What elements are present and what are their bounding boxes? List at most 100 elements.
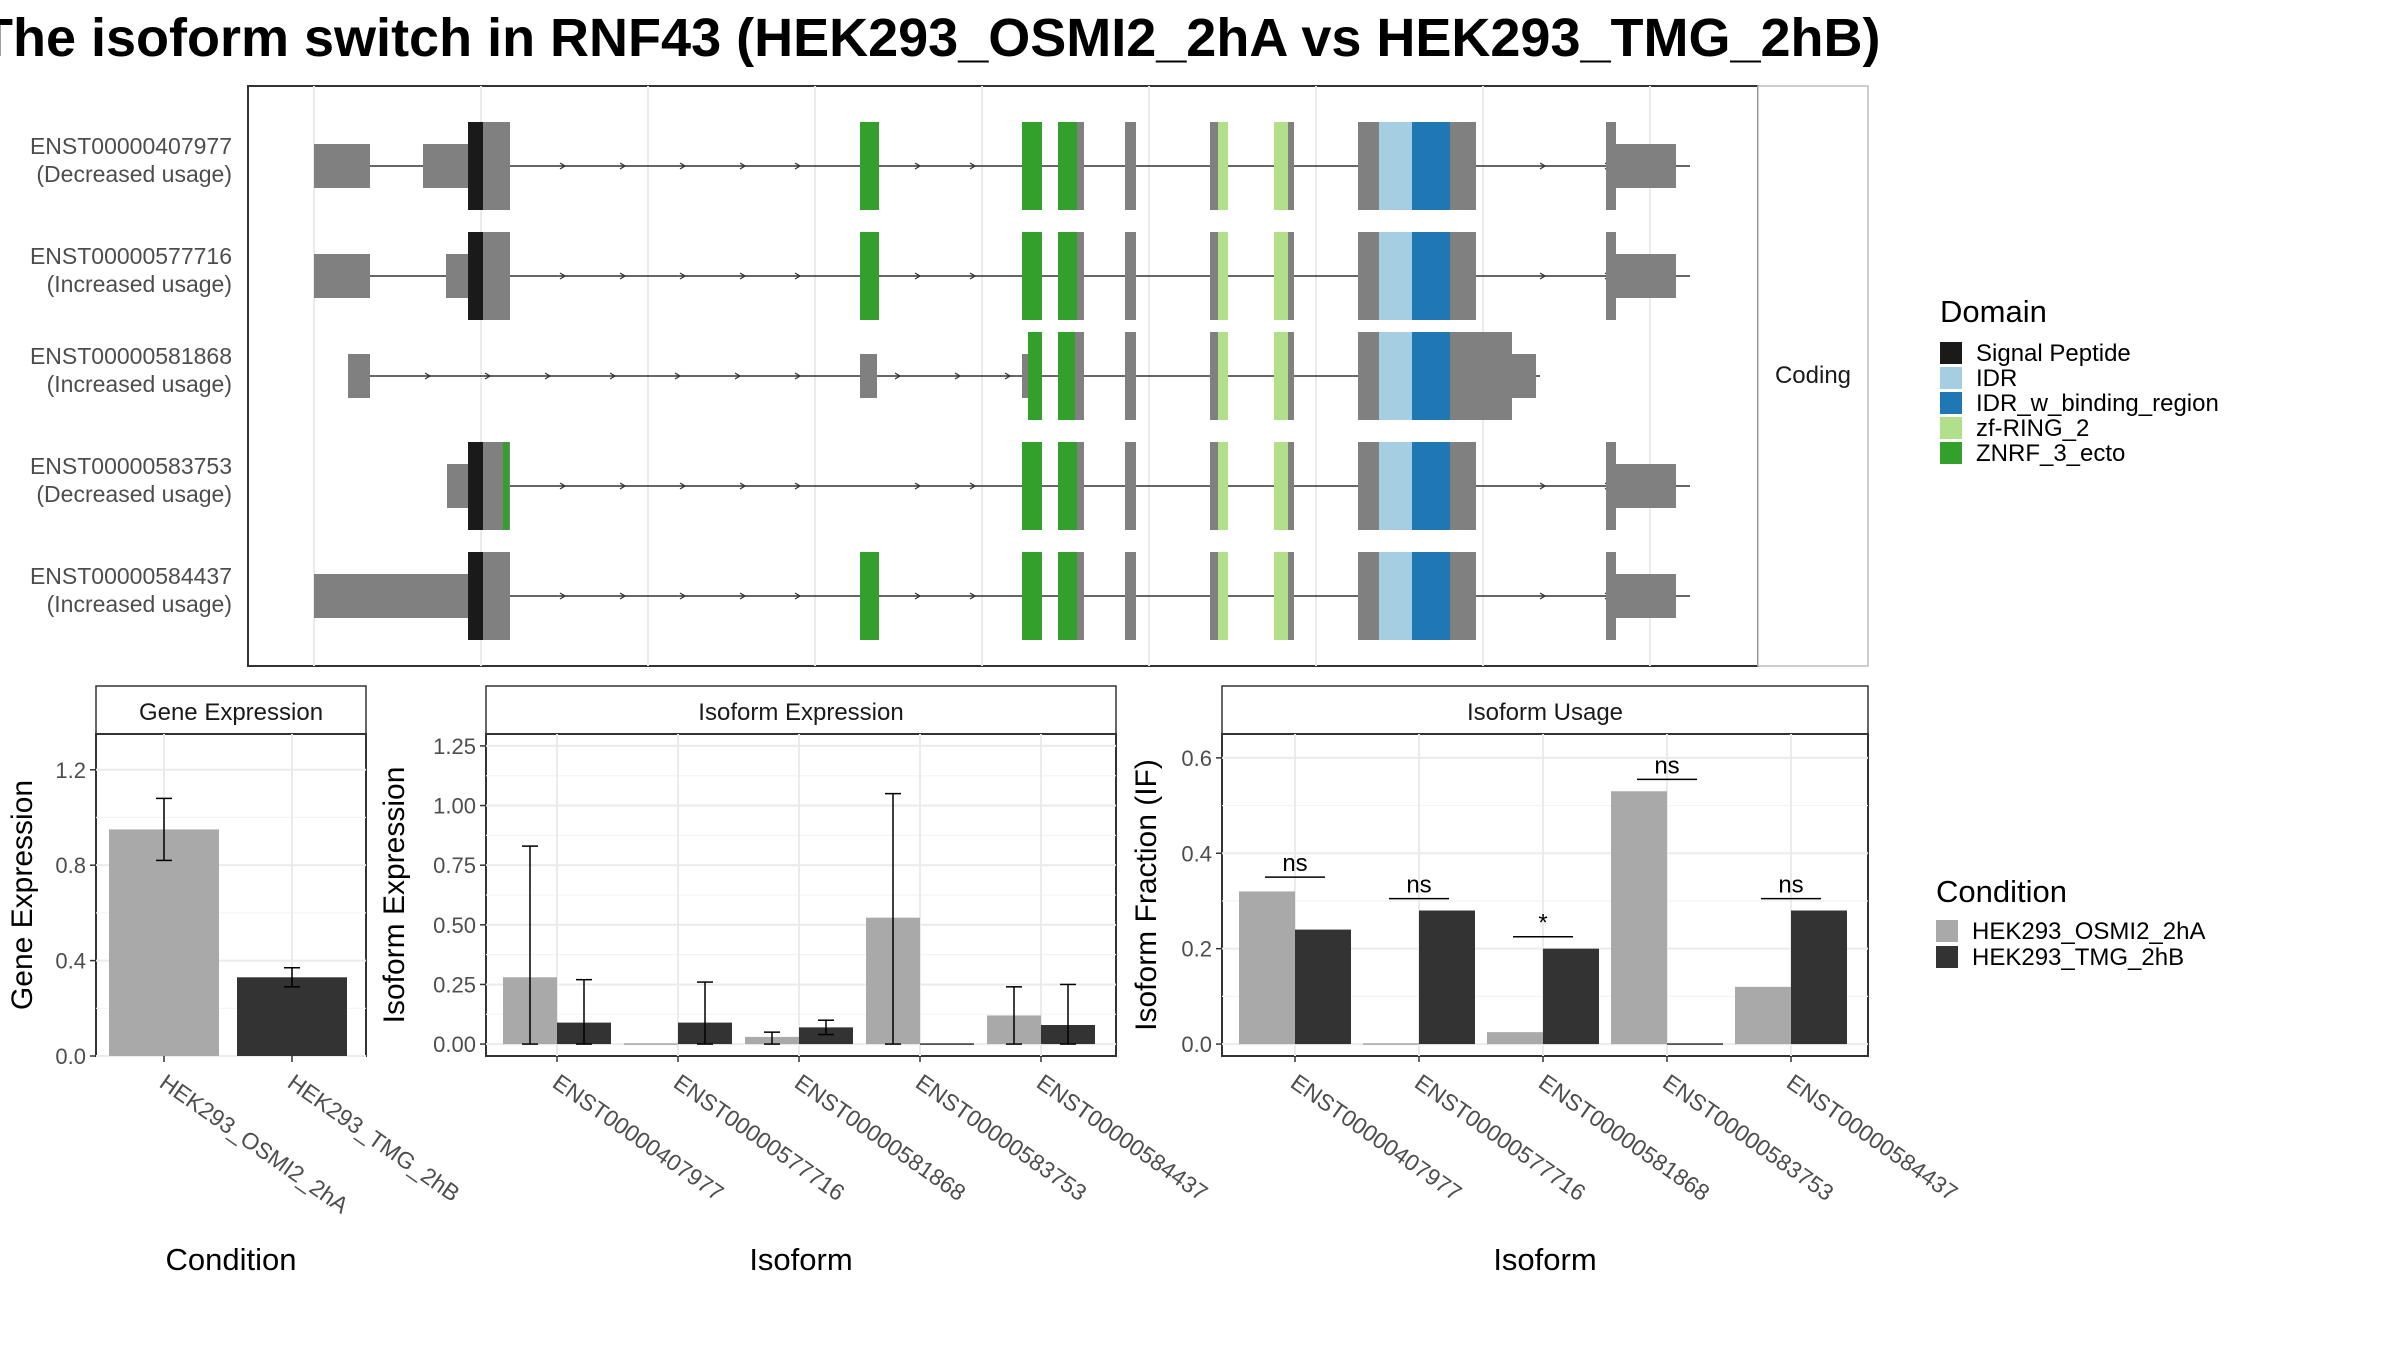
intron-direction-arrow: [954, 372, 962, 380]
intron-direction-arrow: [794, 272, 802, 280]
coding-exon: [1077, 442, 1084, 530]
intron-direction-arrow: [679, 482, 687, 490]
idr-binding-domain: [1412, 332, 1450, 420]
condition-legend-title: Condition: [1936, 874, 2067, 909]
znrf3-ecto-domain: [1028, 332, 1042, 420]
intron-direction-arrow: [559, 272, 567, 280]
intron-direction-arrow: [559, 482, 567, 490]
coding-exon: [1288, 442, 1294, 530]
intron-direction-arrow: [1539, 482, 1547, 490]
znrf3-ecto-domain: [860, 232, 879, 320]
intron-direction-arrow: [619, 162, 627, 170]
transcript-id-label: ENST00000407977: [30, 133, 232, 159]
isoform-usage-strip: [1221, 685, 1869, 735]
signal-peptide-domain: [468, 552, 483, 640]
bar: [1487, 1032, 1543, 1045]
signal-peptide-domain: [468, 232, 483, 320]
transcript-usage-label: (Increased usage): [47, 371, 232, 397]
intron-direction-arrow: [969, 162, 977, 170]
coding-exon: [1125, 122, 1136, 210]
coding-exon: [1075, 332, 1084, 420]
transcript-row: ENST00000407977(Decreased usage): [30, 122, 1690, 210]
significance-label: ns: [1654, 752, 1679, 779]
utr-exon: [446, 254, 468, 298]
zf-ring2-domain: [1218, 442, 1228, 530]
intron-direction-arrow: [794, 482, 802, 490]
transcript-row: ENST00000583753(Decreased usage): [30, 442, 1690, 530]
utr-exon: [447, 464, 468, 508]
coding-exon: [1288, 232, 1294, 320]
znrf3-ecto-domain: [1058, 442, 1077, 530]
y-tick-label: 0.0: [1181, 1032, 1212, 1057]
intron-direction-arrow: [559, 162, 567, 170]
transcript-id-label: ENST00000584437: [30, 563, 232, 589]
gene-expression-x-axis-label: Condition: [166, 1242, 297, 1277]
zf-ring2-domain: [1218, 122, 1228, 210]
isoform-expression-panel-title: Isoform Expression: [698, 699, 903, 726]
znrf3-ecto-domain: [860, 122, 879, 210]
domain-legend-label: Signal Peptide: [1976, 340, 2131, 367]
znrf3-ecto-domain: [1058, 332, 1075, 420]
bar: [624, 1043, 678, 1045]
domain-legend-label: IDR_w_binding_region: [1976, 390, 2219, 417]
domain-legend-title: Domain: [1940, 294, 2047, 329]
domain-legend-label: zf-RING_2: [1976, 415, 2089, 442]
transcript-structure-panel: Coding ENST00000407977(Decreased usage)E…: [30, 85, 1869, 667]
condition-legend-label: HEK293_TMG_2hB: [1972, 944, 2184, 971]
isoform-usage-y-axis-label: Isoform Fraction (IF): [1130, 759, 1163, 1031]
transcript-usage-label: (Decreased usage): [36, 161, 232, 187]
idr-binding-domain: [1412, 442, 1450, 530]
domain-legend-label: ZNRF_3_ecto: [1976, 440, 2125, 467]
intron-direction-arrow: [484, 372, 492, 380]
coding-exon: [1210, 552, 1218, 640]
znrf3-ecto-domain: [1058, 232, 1077, 320]
coding-exon: [1210, 332, 1218, 420]
coding-exon: [1450, 232, 1476, 320]
utr-exon: [1512, 354, 1536, 398]
domain-legend-key: [1940, 392, 1962, 414]
intron-direction-arrow: [914, 272, 922, 280]
utr-exon: [348, 354, 370, 398]
domain-legend-key: [1940, 417, 1962, 439]
utr-exon: [314, 574, 468, 618]
bar: [1611, 791, 1667, 1045]
intron-direction-arrow: [914, 482, 922, 490]
isoform-expression-y-axis-label: Isoform Expression: [378, 767, 411, 1024]
idr-domain: [1379, 442, 1412, 530]
transcript-row: ENST00000581868(Increased usage): [30, 332, 1540, 420]
idr-binding-domain: [1412, 122, 1450, 210]
intron-direction-arrow: [679, 162, 687, 170]
zf-ring2-domain: [1274, 332, 1288, 420]
y-tick-label: 0.4: [55, 949, 86, 974]
coding-exon: [1450, 332, 1512, 420]
signal-peptide-domain: [468, 122, 483, 210]
intron-direction-arrow: [1539, 162, 1547, 170]
znrf3-ecto-domain: [1058, 122, 1077, 210]
bar: [1543, 948, 1599, 1045]
isoform-usage-panel: Isoform Usage 0.00.20.40.6ENST0000040797…: [1130, 685, 1963, 1277]
utr-exon: [1022, 354, 1028, 398]
intron-direction-arrow: [894, 372, 902, 380]
utr-exon: [1616, 144, 1676, 188]
intron-direction-arrow: [679, 272, 687, 280]
intron-direction-arrow: [794, 592, 802, 600]
intron-direction-arrow: [544, 372, 552, 380]
utr-exon: [860, 354, 877, 398]
utr-exon: [314, 144, 370, 188]
coding-exon: [1125, 552, 1136, 640]
transcript-id-label: ENST00000577716: [30, 243, 232, 269]
coding-exon: [1125, 332, 1136, 420]
isoform-usage-x-axis-label: Isoform: [1493, 1242, 1596, 1277]
intron-direction-arrow: [734, 372, 742, 380]
zf-ring2-domain: [1274, 442, 1288, 530]
y-tick-label: 1.25: [433, 734, 476, 759]
intron-direction-arrow: [914, 592, 922, 600]
domain-legend: Domain Signal PeptideIDRIDR_w_binding_re…: [1940, 294, 2219, 467]
isoform-expression-panel: Isoform Expression 0.00 0.25 0.50 0.75 1.00 1…: [378, 685, 1213, 1277]
intron-direction-arrow: [619, 482, 627, 490]
zf-ring2-domain: [1218, 232, 1228, 320]
figure-title: The isoform switch in RNF43 (HEK293_OSMI…: [0, 8, 1881, 68]
transcript-row: ENST00000577716(Increased usage): [30, 232, 1690, 320]
condition-legend-key: [1936, 920, 1958, 942]
